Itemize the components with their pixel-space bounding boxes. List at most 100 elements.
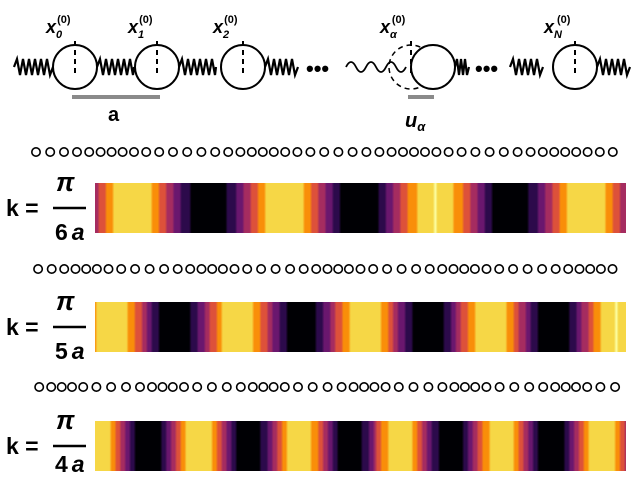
atom-dot (470, 381, 481, 392)
atom-dot (369, 381, 380, 392)
atom-dot (167, 381, 178, 392)
site-label-N: xN(0) (543, 14, 571, 41)
atom-dot (116, 263, 127, 274)
atom-dot (30, 147, 41, 158)
atom-dot (509, 381, 520, 392)
atom-dot (147, 381, 158, 392)
chain-ellipsis-right: ••• (475, 56, 498, 81)
wave-intensity-band (95, 421, 626, 471)
atom-dot (229, 263, 240, 274)
atom-dot (247, 381, 258, 392)
atom-dot (456, 147, 467, 158)
atom-dot (292, 147, 303, 158)
atom-dot (607, 147, 618, 158)
atom-dot (168, 147, 179, 158)
atom-dot (382, 263, 393, 274)
atom-dot (582, 381, 593, 392)
atom-dot (221, 381, 232, 392)
k-numerator: π (56, 405, 75, 435)
atom-dot (81, 263, 92, 274)
atom-dot (494, 381, 505, 392)
atom-dot (459, 263, 470, 274)
atom-dot (67, 381, 78, 392)
mass-alpha-displaced (410, 44, 456, 90)
atom-dot (196, 263, 207, 274)
atom-dot (550, 263, 561, 274)
atom-dot (333, 263, 344, 274)
atom-dot (235, 147, 246, 158)
atom-dot (361, 147, 372, 158)
wave-intensity-band (95, 183, 626, 233)
atom-dot (72, 147, 83, 158)
atom-dot (322, 381, 333, 392)
atom-dot (257, 147, 268, 158)
atom-dot (585, 263, 596, 274)
atom-dot (524, 381, 535, 392)
atom-dot (368, 263, 379, 274)
atom-dot (582, 147, 593, 158)
atom-dot (347, 147, 358, 158)
atom-dot (268, 147, 279, 158)
atom-dot (408, 147, 419, 158)
atom-dot (206, 381, 217, 392)
atom-dot (459, 381, 470, 392)
atom-dot (179, 381, 190, 392)
atom-dot (437, 381, 448, 392)
atom-dot (207, 263, 218, 274)
atom-dot (298, 263, 309, 274)
atom-dot (34, 381, 45, 392)
lattice-spacing-label: a (108, 104, 120, 126)
atom-dot (45, 147, 56, 158)
chain-ellipsis-left: ••• (306, 56, 329, 81)
spring-0-1 (95, 54, 136, 76)
atom-dot (322, 263, 333, 274)
atom-dot (311, 263, 322, 274)
atom-dot (217, 263, 228, 274)
atom-dot (512, 147, 523, 158)
atom-dot (121, 381, 132, 392)
atom-dot (397, 147, 408, 158)
atom-dot (333, 147, 344, 158)
atom-dot (192, 381, 203, 392)
atom-dot (103, 263, 114, 274)
atom-dot (469, 263, 480, 274)
atom-dot (70, 263, 81, 274)
atom-dot (522, 263, 533, 274)
atom-dot (270, 263, 281, 274)
site-label-2: x2(0) (212, 14, 238, 41)
atom-dot (56, 381, 67, 392)
atom-dot (343, 263, 354, 274)
atom-dot (560, 381, 571, 392)
atom-dot (159, 263, 170, 274)
atom-dot (91, 263, 102, 274)
spring-N-right (595, 54, 632, 80)
spring-N-left (508, 54, 545, 80)
atom-dot (424, 263, 435, 274)
atom-dot (33, 263, 44, 274)
atom-dot (141, 147, 152, 158)
atom-dot (560, 147, 571, 158)
atom-dot (268, 381, 279, 392)
displacement-label: uα (405, 110, 426, 134)
atom-dot (258, 381, 269, 392)
atom-dot (305, 147, 316, 158)
atom-dot (235, 381, 246, 392)
atom-dot (144, 263, 155, 274)
atom-dot (525, 147, 536, 158)
atom-dot (78, 381, 89, 392)
atom-dot (256, 263, 267, 274)
atom-dot (484, 147, 495, 158)
atom-dot (129, 147, 140, 158)
atom-dot (574, 263, 585, 274)
spring-alpha-right (453, 58, 471, 76)
atom-dot (246, 147, 257, 158)
atom-dot (610, 381, 621, 392)
spring-alpha-left (345, 61, 407, 73)
atom-dot (242, 263, 253, 274)
atom-dot (279, 381, 290, 392)
